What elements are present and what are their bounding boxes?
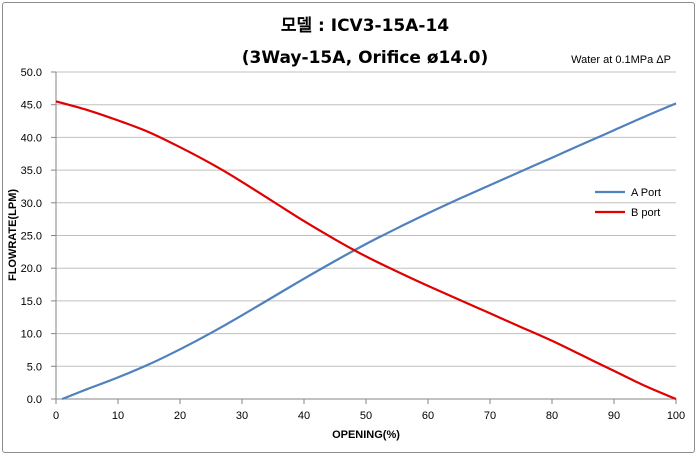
x-tick-label: 80 [546, 410, 558, 422]
series-line-b-port [55, 100, 677, 401]
data-series [55, 100, 677, 401]
x-tick-label: 20 [174, 410, 186, 422]
y-tick-label: 15.0 [21, 296, 42, 308]
x-tick-label: 60 [422, 410, 434, 422]
series-line-a-port [61, 102, 677, 401]
axes [51, 71, 677, 404]
legend-label-a-port: A Port [631, 187, 661, 199]
y-tick-label: 20.0 [21, 263, 42, 275]
tick-labels: 0.0 5.0 10.0 15.0 20.0 25.0 30.0 35.0 40.0 45.0 50… [21, 67, 686, 422]
x-axis-label: OPENING(%) [332, 429, 400, 441]
gridlines [56, 71, 676, 400]
chart-subtitle: (3Way-15A, Orifice ø14.0) [242, 48, 489, 68]
x-tick-label: 10 [112, 410, 124, 422]
x-tick-label: 0 [53, 410, 59, 422]
y-tick-label: 5.0 [27, 361, 42, 373]
x-tick-label: 30 [236, 410, 248, 422]
y-tick-label: 40.0 [21, 132, 42, 144]
y-axis-label: FLOWRATE(LPM) [7, 189, 19, 281]
y-tick-label: 35.0 [21, 165, 42, 177]
chart-title: 모델 : ICV3-15A-14 [281, 15, 449, 36]
x-tick-label: 70 [484, 410, 496, 422]
y-tick-label: 25.0 [21, 231, 42, 243]
legend: A Port B port [595, 187, 661, 219]
y-tick-label: 30.0 [21, 198, 42, 210]
x-tick-label: 90 [608, 410, 620, 422]
y-tick-label: 45.0 [21, 100, 42, 112]
y-tick-label: 10.0 [21, 329, 42, 341]
test-condition-note: Water at 0.1MPa ΔP [571, 54, 671, 66]
x-tick-label: 100 [667, 410, 685, 422]
y-tick-label: 50.0 [21, 67, 42, 79]
legend-label-b-port: B port [631, 207, 660, 219]
x-tick-label: 50 [360, 410, 372, 422]
x-tick-label: 40 [298, 410, 310, 422]
y-tick-label: 0.0 [27, 394, 42, 406]
